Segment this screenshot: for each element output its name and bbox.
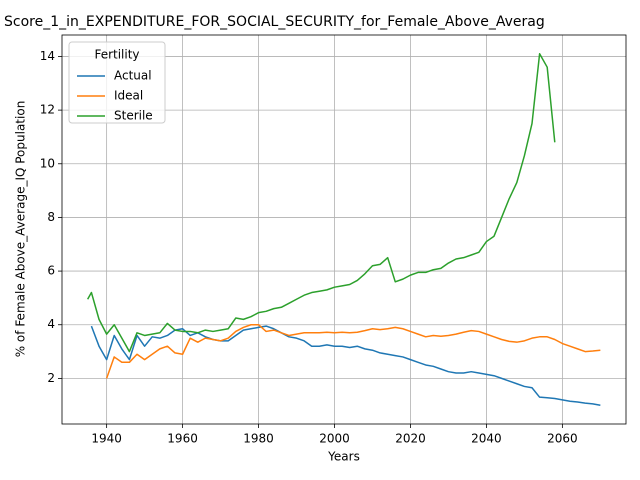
legend-title: Fertility — [94, 48, 139, 62]
y-tick-label: 2 — [47, 371, 55, 385]
line-series — [105, 323, 601, 379]
x-tick-label: 1960 — [167, 432, 198, 446]
legend-label: Ideal — [114, 89, 143, 103]
x-tick-label: 1940 — [91, 432, 122, 446]
line-series — [86, 53, 556, 353]
legend-label: Sterile — [114, 109, 153, 123]
x-tick-label: 2000 — [319, 432, 350, 446]
y-tick-label: 12 — [40, 103, 55, 117]
x-axis-label: Years — [327, 450, 360, 464]
y-tick-label: 10 — [40, 156, 55, 170]
y-axis-label: % of Female Above_Average_IQ Population — [14, 101, 28, 358]
x-tick-label: 2020 — [395, 432, 426, 446]
x-tick-label: 1980 — [243, 432, 274, 446]
plot-frame — [61, 34, 627, 425]
y-tick-label: 6 — [47, 264, 55, 278]
legend-box — [68, 41, 166, 124]
chart-title: Score_1_in_EXPENDITURE_FOR_SOCIAL_SECURI… — [4, 14, 545, 30]
x-tick-label: 2040 — [471, 432, 502, 446]
line-series — [90, 325, 601, 406]
y-tick-label: 8 — [47, 210, 55, 224]
legend-label: Actual — [114, 69, 152, 83]
y-tick-label: 14 — [40, 49, 55, 63]
y-tick-label: 4 — [47, 317, 55, 331]
x-tick-label: 2060 — [547, 432, 578, 446]
